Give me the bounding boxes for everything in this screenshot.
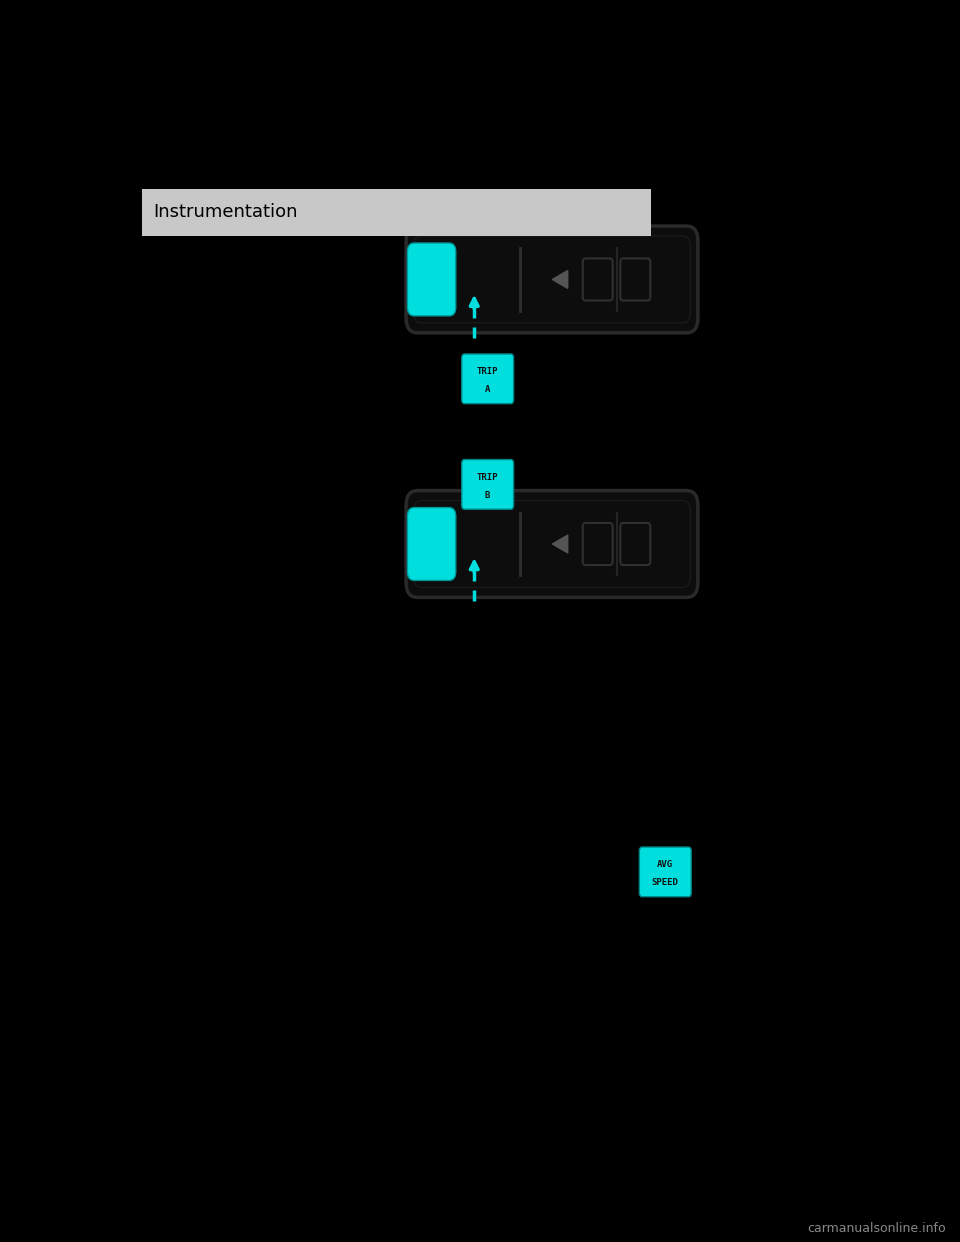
Text: TRIP: TRIP <box>477 472 498 482</box>
FancyBboxPatch shape <box>462 354 514 404</box>
Polygon shape <box>552 271 567 288</box>
Text: A: A <box>485 385 491 394</box>
FancyBboxPatch shape <box>407 243 456 315</box>
FancyBboxPatch shape <box>406 491 698 597</box>
Text: SPEED: SPEED <box>652 878 679 887</box>
FancyBboxPatch shape <box>583 523 612 565</box>
FancyBboxPatch shape <box>142 189 651 236</box>
Text: carmanualsonline.info: carmanualsonline.info <box>807 1222 946 1235</box>
Text: TRIP: TRIP <box>477 366 498 376</box>
FancyBboxPatch shape <box>462 460 514 509</box>
FancyBboxPatch shape <box>639 847 691 897</box>
FancyBboxPatch shape <box>407 508 456 580</box>
FancyBboxPatch shape <box>620 523 650 565</box>
FancyBboxPatch shape <box>406 226 698 333</box>
Polygon shape <box>552 535 567 553</box>
Text: AVG: AVG <box>658 859 673 869</box>
FancyBboxPatch shape <box>620 258 650 301</box>
Text: Instrumentation: Instrumentation <box>154 204 299 221</box>
FancyBboxPatch shape <box>583 258 612 301</box>
Text: B: B <box>485 491 491 499</box>
